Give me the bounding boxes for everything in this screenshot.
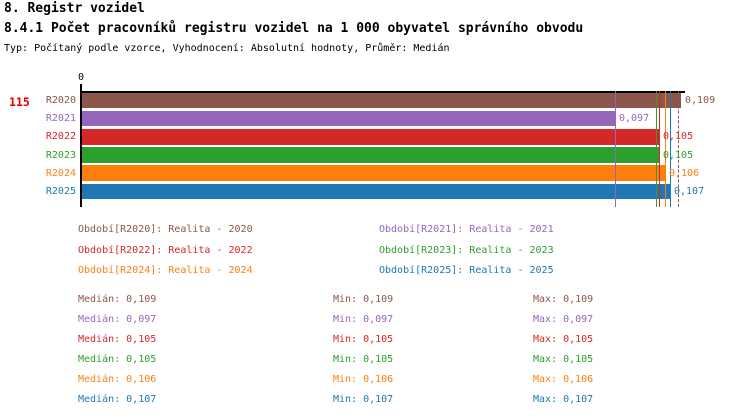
legend-item: Období[R2024]: Realita - 2024 <box>78 265 253 276</box>
median-marker-r2021 <box>615 91 617 207</box>
x-axis-line <box>81 91 685 93</box>
section-title: 8. Registr vozidel <box>4 1 145 16</box>
stat-max: Max: 0,107 <box>533 394 594 405</box>
bar-category-label-r2025: R2025 <box>45 186 76 197</box>
legend-item: Období[R2020]: Realita - 2020 <box>78 224 253 235</box>
stat-min: Min: 0,105 <box>333 334 394 345</box>
bar-value-label-r2020: 0,109 <box>685 95 716 106</box>
stat-min: Min: 0,105 <box>333 354 394 365</box>
bar-r2024 <box>82 165 665 181</box>
bar-value-label-r2023: 0,105 <box>663 149 694 161</box>
stat-median: Medián: 0,109 <box>78 294 157 305</box>
bar-value-label-r2021: 0,097 <box>619 113 650 125</box>
stat-max: Max: 0,109 <box>533 294 594 305</box>
x-axis-zero-tick-label: 0 <box>77 72 85 83</box>
stat-min: Min: 0,097 <box>333 314 394 325</box>
stat-max: Max: 0,106 <box>533 374 594 385</box>
indicator-title: 8.4.1 Počet pracovníků registru vozidel … <box>4 21 584 36</box>
median-marker-r2023 <box>655 91 657 207</box>
median-marker-r2025 <box>670 91 672 207</box>
bar-category-label-r2020: R2020 <box>45 95 76 106</box>
stat-median: Medián: 0,105 <box>78 334 157 345</box>
bar-category-label-r2022: R2022 <box>45 131 76 143</box>
bar-category-label-r2023: R2023 <box>45 149 76 161</box>
stat-median: Medián: 0,097 <box>78 314 157 325</box>
legend-item: Období[R2025]: Realita - 2025 <box>379 265 554 276</box>
bar-r2023 <box>82 147 659 163</box>
median-marker-r2022 <box>659 91 661 207</box>
bar-r2020 <box>82 92 681 109</box>
stat-min: Min: 0,109 <box>333 294 394 305</box>
stat-max: Max: 0,097 <box>533 314 594 325</box>
stat-median: Medián: 0,105 <box>78 354 157 365</box>
stat-max: Max: 0,105 <box>533 354 594 365</box>
bar-value-label-r2025: 0,107 <box>674 186 705 197</box>
bar-r2022 <box>82 128 659 145</box>
row-id-label: 115 <box>9 95 30 109</box>
stat-median: Medián: 0,107 <box>78 394 157 405</box>
stat-min: Min: 0,107 <box>333 394 394 405</box>
bar-category-label-r2024: R2024 <box>45 167 76 179</box>
stat-median: Medián: 0,106 <box>78 374 157 385</box>
bar-value-label-r2024: 0,106 <box>669 167 700 179</box>
stat-min: Min: 0,106 <box>333 374 394 385</box>
bar-r2025 <box>82 183 670 200</box>
stat-max: Max: 0,105 <box>533 334 594 345</box>
bar-category-label-r2021: R2021 <box>45 113 76 125</box>
y-axis-line <box>80 84 82 207</box>
legend-item: Období[R2023]: Realita - 2023 <box>379 244 554 256</box>
median-marker-r2024 <box>664 91 666 207</box>
indicator-meta: Typ: Počítaný podle vzorce, Vyhodnocení:… <box>4 43 450 54</box>
median-marker-r2020 <box>677 91 679 207</box>
legend-item: Období[R2022]: Realita - 2022 <box>78 244 253 256</box>
bar-r2021 <box>82 110 615 127</box>
legend-item: Období[R2021]: Realita - 2021 <box>379 224 554 235</box>
bar-value-label-r2022: 0,105 <box>663 131 694 143</box>
